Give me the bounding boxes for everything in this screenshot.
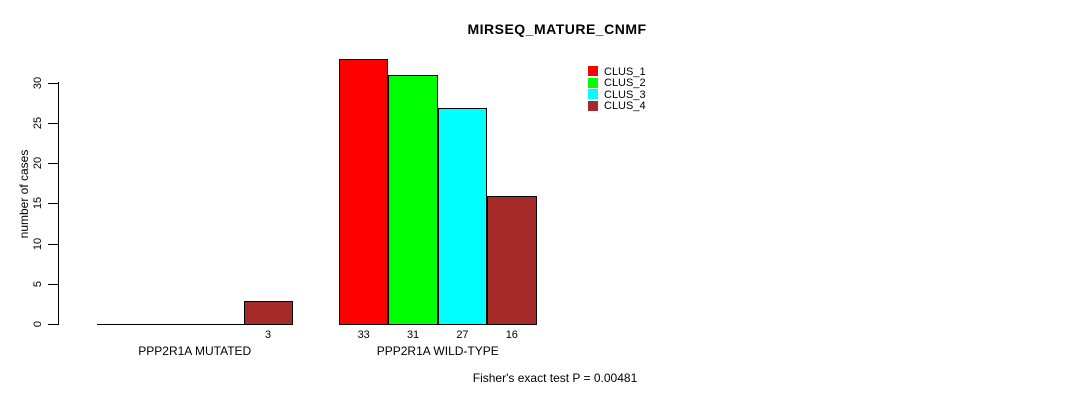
category-label: PPP2R1A MUTATED bbox=[138, 344, 252, 358]
category-label: PPP2R1A WILD-TYPE bbox=[376, 344, 499, 358]
fisher-test-annotation: Fisher's exact test P = 0.00481 bbox=[472, 371, 638, 385]
bar-value-label: 3 bbox=[265, 329, 272, 341]
y-tick-label: 0 bbox=[32, 320, 44, 328]
y-tick-mark bbox=[48, 163, 58, 164]
bar-clus_1-group2 bbox=[339, 59, 389, 325]
legend-label-clus_3: CLUS_3 bbox=[604, 88, 646, 101]
zero-baseline bbox=[97, 324, 293, 325]
y-tick-mark bbox=[48, 283, 58, 285]
y-tick-label: 20 bbox=[32, 156, 44, 170]
y-tick-label: 15 bbox=[32, 197, 44, 210]
y-tick-label: 30 bbox=[32, 76, 44, 89]
legend-label-clus_4: CLUS_4 bbox=[604, 100, 646, 112]
y-axis-line bbox=[58, 82, 59, 325]
y-tick-mark bbox=[48, 122, 58, 124]
y-tick-mark bbox=[48, 82, 58, 84]
legend-swatch-clus_2 bbox=[588, 77, 598, 88]
y-tick-label: 10 bbox=[32, 237, 44, 250]
bar-value-label: 31 bbox=[406, 329, 420, 341]
legend-label-clus_1: CLUS_1 bbox=[604, 65, 646, 78]
bar-clus_2-group2 bbox=[388, 75, 438, 325]
y-tick-label: 5 bbox=[32, 280, 44, 287]
bar-value-label: 27 bbox=[456, 329, 469, 341]
legend-swatch-clus_1 bbox=[588, 66, 598, 76]
bar-value-label: 33 bbox=[357, 329, 370, 341]
legend-swatch-clus_4 bbox=[588, 100, 598, 111]
legend-label-clus_2: CLUS_2 bbox=[604, 77, 646, 89]
bar-clus_4-group1 bbox=[243, 301, 293, 325]
bar-value-label: 16 bbox=[505, 329, 518, 341]
y-tick-mark bbox=[48, 203, 58, 205]
y-tick-mark bbox=[48, 243, 58, 245]
legend-swatch-clus_3 bbox=[588, 89, 598, 99]
y-tick-label: 25 bbox=[32, 116, 44, 129]
bar-clus_4-group2 bbox=[487, 196, 537, 325]
chart-title: MIRSEQ_MATURE_CNMF bbox=[467, 21, 647, 37]
bar-clus_3-group2 bbox=[437, 108, 488, 325]
y-tick-mark bbox=[48, 324, 58, 325]
